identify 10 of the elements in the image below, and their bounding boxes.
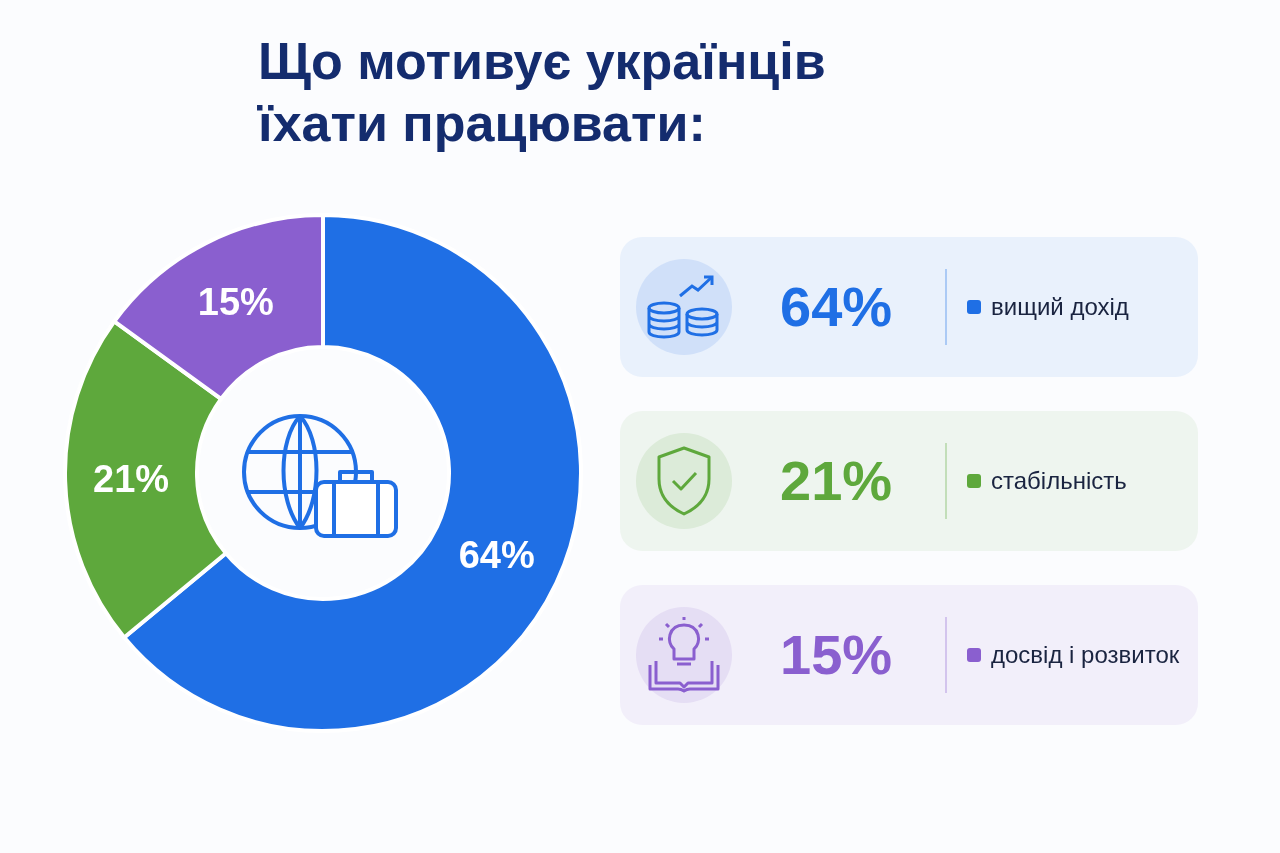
text: 21% (780, 449, 893, 512)
text: 15% (780, 623, 893, 686)
data-label: 64% (458, 533, 535, 576)
text: 64% (780, 275, 893, 338)
data-label: 15% (197, 280, 274, 323)
chart-title: Що мотивує українців їхати працювати: (258, 31, 827, 154)
data-label: 21% (93, 458, 170, 501)
legend-label: стабільність (991, 467, 1127, 495)
legend-label: досвід і розвиток (991, 641, 1180, 669)
legend-label: вищий дохід (991, 293, 1129, 321)
